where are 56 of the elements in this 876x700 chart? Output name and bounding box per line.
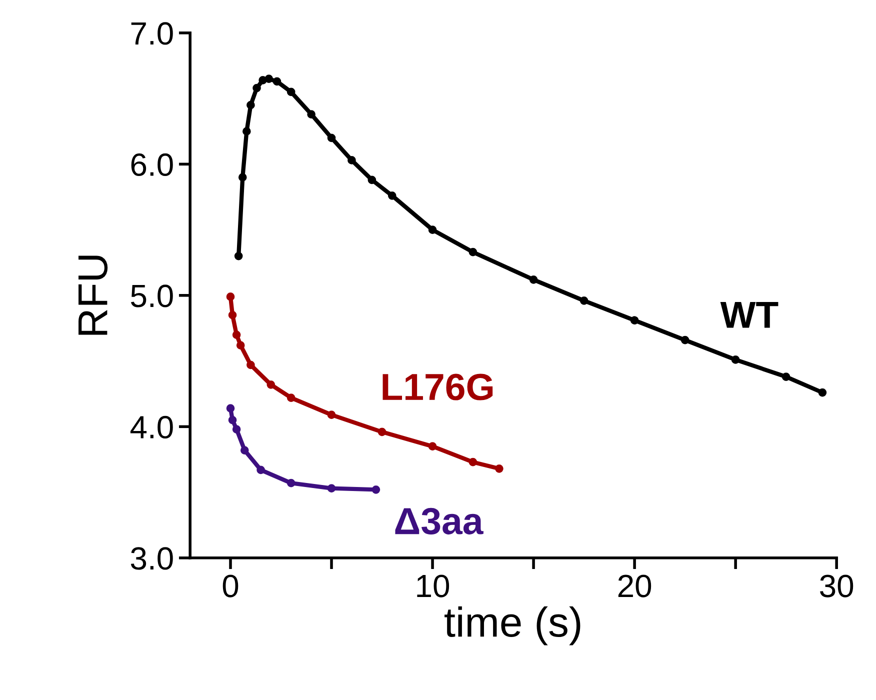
point xyxy=(388,191,396,200)
point xyxy=(272,77,282,86)
point xyxy=(228,416,237,424)
point xyxy=(286,394,296,402)
x-axis-title: time (s) xyxy=(444,606,580,646)
point xyxy=(238,173,247,182)
point xyxy=(368,176,376,184)
point xyxy=(680,336,690,344)
point xyxy=(428,442,437,451)
series-label: Δ3aa xyxy=(395,508,484,534)
point xyxy=(232,330,241,339)
point xyxy=(252,84,261,92)
point xyxy=(240,446,249,454)
point xyxy=(529,275,538,284)
point xyxy=(580,296,588,305)
y-axis-title: RFU xyxy=(78,256,108,335)
x-tick-label: 10 xyxy=(417,574,450,598)
point xyxy=(348,156,356,164)
x-tick-label: 30 xyxy=(820,574,854,598)
x-tick-label: 20 xyxy=(618,574,652,598)
point xyxy=(232,425,241,434)
point xyxy=(226,292,235,301)
point xyxy=(266,380,276,389)
y-tick-label: 7.0 xyxy=(131,22,173,45)
point xyxy=(378,428,386,436)
y-tick-label: 6.0 xyxy=(131,153,173,176)
point xyxy=(256,466,265,474)
x-tick-label: 0 xyxy=(222,574,238,598)
y-tick-label: 5.0 xyxy=(130,284,173,308)
point xyxy=(286,88,296,96)
point xyxy=(327,484,336,493)
point xyxy=(246,100,255,110)
point xyxy=(327,134,336,142)
point xyxy=(372,485,380,494)
point xyxy=(731,356,740,364)
y-tick-label: 3.0 xyxy=(130,547,173,570)
point xyxy=(818,388,827,397)
series-label: WT xyxy=(720,302,778,328)
point xyxy=(495,464,504,473)
point xyxy=(630,316,639,325)
point xyxy=(428,226,437,234)
point xyxy=(468,458,478,466)
point xyxy=(234,252,243,260)
point xyxy=(307,110,316,118)
point xyxy=(246,360,255,370)
point xyxy=(468,248,478,256)
point xyxy=(228,310,237,320)
y-tick-label: 4.0 xyxy=(130,416,173,439)
point xyxy=(236,341,245,350)
point xyxy=(782,372,790,381)
point xyxy=(327,410,336,420)
point xyxy=(226,404,235,412)
series-label: L176G xyxy=(382,374,493,400)
point xyxy=(286,478,296,488)
point xyxy=(242,127,251,136)
point xyxy=(264,74,274,84)
